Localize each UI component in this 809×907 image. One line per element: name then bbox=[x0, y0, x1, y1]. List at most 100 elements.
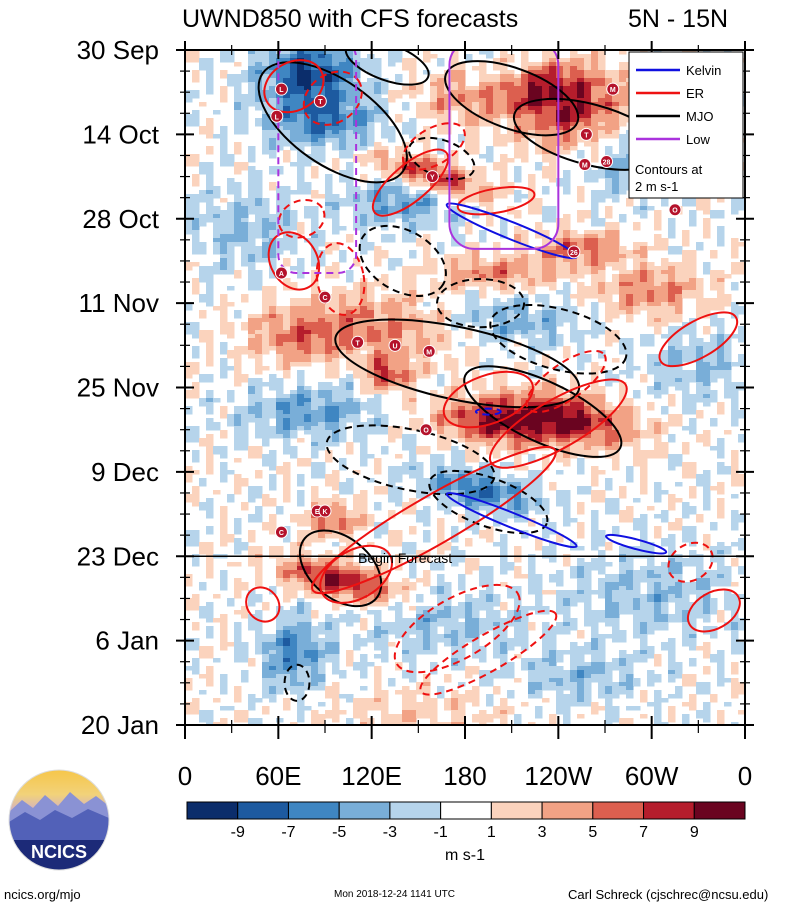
mjo-contour bbox=[334, 318, 581, 409]
storm-marker-label: M bbox=[610, 87, 616, 94]
footer-timestamp: Mon 2018-12-24 1141 UTC bbox=[334, 889, 455, 900]
storm-marker: L bbox=[274, 82, 288, 96]
storm-marker-dot bbox=[318, 504, 332, 518]
storm-marker-dot bbox=[318, 290, 332, 304]
kelvin-contour bbox=[445, 492, 578, 549]
mjo-contour-neg bbox=[489, 304, 628, 375]
colorbar-cell bbox=[592, 801, 645, 820]
er-contour bbox=[687, 588, 741, 633]
er-contour-neg bbox=[401, 122, 466, 171]
legend-note-line1: Contours at bbox=[635, 162, 703, 177]
y-tick-label: 14 Oct bbox=[82, 119, 159, 149]
storm-marker-label: 28 bbox=[603, 159, 611, 166]
legend-box bbox=[628, 51, 744, 199]
storm-marker-label: K bbox=[322, 509, 327, 516]
x-tick-label: 60W bbox=[625, 761, 679, 791]
kelvin-contour bbox=[474, 407, 502, 416]
y-tick-label: 6 Jan bbox=[95, 626, 159, 656]
colorbar-cell bbox=[186, 801, 239, 820]
storm-marker: M bbox=[578, 158, 592, 172]
mjo-contour bbox=[444, 60, 580, 137]
storm-marker-label: C bbox=[279, 530, 284, 537]
logo-text: NCICS bbox=[31, 842, 87, 862]
storm-marker-label: M bbox=[582, 163, 588, 170]
legend-label: MJO bbox=[686, 109, 713, 124]
colorbar-tick-label: -7 bbox=[281, 824, 295, 841]
er-contour-neg bbox=[525, 349, 607, 414]
storm-marker: L bbox=[270, 109, 284, 123]
storm-marker: T bbox=[579, 127, 593, 141]
y-tick-label: 20 Jan bbox=[81, 710, 159, 740]
mjo-contour-neg bbox=[283, 663, 311, 702]
storm-marker-dot bbox=[425, 170, 439, 184]
storm-marker: M bbox=[606, 82, 620, 96]
wave-contours bbox=[245, 50, 741, 702]
storm-marker-label: U bbox=[392, 343, 397, 350]
colorbar-cell bbox=[338, 801, 391, 820]
er-contour bbox=[658, 311, 739, 368]
er-contour bbox=[263, 59, 325, 114]
legend: Kelvin ER MJO Low Contours at 2 m s-1 bbox=[628, 51, 744, 199]
storm-marker-dot bbox=[422, 344, 436, 358]
colorbar-unit: m s-1 bbox=[445, 847, 485, 864]
storm-marker: K bbox=[318, 504, 332, 518]
storm-marker-label: Y bbox=[430, 175, 435, 182]
forecast-label: Begin Forecast bbox=[358, 550, 452, 566]
er-contour-neg bbox=[315, 242, 366, 316]
x-tick-label: 180 bbox=[443, 761, 486, 791]
x-axis: 0 60E 120E 180 120W 60W 0 bbox=[178, 41, 752, 791]
x-tick-label: 120E bbox=[341, 761, 402, 791]
footer-url[interactable]: ncics.org/mjo bbox=[4, 887, 81, 902]
legend-label: Low bbox=[686, 132, 710, 147]
colorbar-cell bbox=[389, 801, 442, 820]
colorbar-tick-label: 1 bbox=[487, 824, 496, 841]
storm-marker-dot bbox=[274, 82, 288, 96]
colorbar-cell bbox=[237, 801, 289, 820]
colorbar-tick-label: 7 bbox=[639, 824, 648, 841]
storm-marker: Y bbox=[425, 170, 439, 184]
storm-marker: T bbox=[313, 94, 327, 108]
colorbar-tick-label: 3 bbox=[538, 824, 547, 841]
x-tick-label: 0 bbox=[178, 761, 192, 791]
storm-marker-label: O bbox=[423, 428, 429, 435]
colorbar-tick-label: -3 bbox=[383, 824, 397, 841]
storm-marker-label: E bbox=[315, 509, 320, 516]
legend-entry: ER bbox=[636, 86, 704, 101]
y-axis: 30 Sep 14 Oct 28 Oct 11 Nov 25 Nov 9 Dec 23 De… bbox=[77, 35, 754, 740]
er-contour bbox=[245, 586, 281, 623]
storm-marker-label: A bbox=[279, 271, 284, 278]
mjo-contour-neg bbox=[358, 224, 447, 297]
storm-marker: C bbox=[274, 525, 288, 539]
storm-marker-label: C bbox=[322, 295, 327, 302]
colorbar-cell bbox=[440, 801, 492, 820]
storm-marker: 26 bbox=[567, 245, 581, 259]
storm-marker-dot bbox=[668, 203, 682, 217]
er-contour bbox=[488, 378, 628, 469]
colorbar-cell bbox=[287, 801, 340, 820]
colorbar-cell bbox=[490, 801, 543, 820]
storm-marker: T bbox=[351, 335, 365, 349]
storm-marker-dot bbox=[567, 245, 581, 259]
footer-credit: Carl Schreck (cjschrec@ncsu.edu) bbox=[568, 887, 768, 902]
legend-entry: MJO bbox=[636, 109, 713, 124]
low-contour-neg bbox=[277, 50, 358, 274]
storm-marker-label: T bbox=[584, 132, 589, 139]
storm-marker: C bbox=[318, 290, 332, 304]
er-contour-neg bbox=[302, 70, 363, 126]
legend-note-line2: 2 m s-1 bbox=[635, 179, 678, 194]
storm-marker-label: T bbox=[318, 99, 323, 106]
er-contour bbox=[371, 148, 450, 217]
er-contour-neg bbox=[667, 541, 714, 583]
x-tick-label: 0 bbox=[738, 761, 752, 791]
storm-markers: L T L T M M 28 Y O 26 A C T U M O E K C bbox=[270, 82, 682, 539]
er-contour-neg bbox=[419, 609, 558, 696]
colorbar-cell bbox=[693, 801, 746, 820]
storm-marker-dot bbox=[606, 82, 620, 96]
storm-marker-dot bbox=[579, 127, 593, 141]
legend-entry: Low bbox=[636, 132, 710, 147]
storm-marker-dot bbox=[313, 94, 327, 108]
y-tick-label: 28 Oct bbox=[82, 204, 159, 234]
y-tick-label: 23 Dec bbox=[77, 541, 159, 571]
chart-region: 5N - 15N bbox=[628, 5, 728, 33]
mjo-contour bbox=[463, 365, 623, 458]
